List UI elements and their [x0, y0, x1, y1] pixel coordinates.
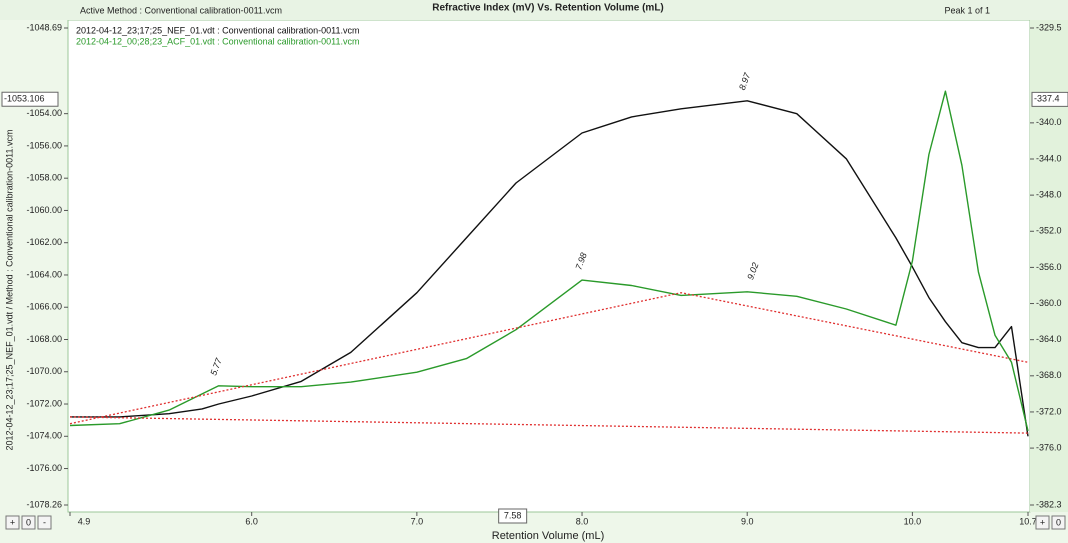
y-tick-label: -1058.00	[26, 173, 62, 183]
x-axis-label: Retention Volume (mL)	[492, 530, 605, 542]
cursor-x-box	[498, 508, 528, 524]
y-tick-label: -1062.00	[26, 237, 62, 247]
zoom-button[interactable]	[5, 515, 20, 530]
y-tick-label: -1078.26	[26, 499, 62, 509]
y2-tick-label: -340.0	[1036, 117, 1062, 127]
y-tick-label: -1068.00	[26, 334, 62, 344]
trace	[70, 100, 1029, 437]
cursor-y-box	[1, 91, 59, 107]
header-bar	[0, 0, 1068, 20]
zoom-button-label[interactable]: 0	[1056, 517, 1061, 527]
zoom-button-label[interactable]: +	[10, 517, 15, 527]
y-tick-label: -1070.00	[26, 366, 62, 376]
y2-tick-label: -356.0	[1036, 262, 1062, 272]
trace	[69, 90, 1029, 432]
y-tick-label: -1054.00	[26, 108, 62, 118]
y2-tick-label: -329.5	[1036, 22, 1062, 32]
x-tick-label: 6.0	[245, 516, 258, 526]
y2-tick-label: -352.0	[1036, 226, 1062, 236]
zoom-button-label[interactable]: +	[1040, 517, 1045, 527]
y2-tick-label: -344.0	[1036, 153, 1062, 163]
zoom-button[interactable]	[37, 515, 52, 530]
plot-area	[67, 19, 1031, 513]
x-tick-label: 8.0	[576, 516, 589, 526]
zoom-button[interactable]	[1035, 515, 1050, 530]
baseline	[69, 292, 1029, 425]
active-method: Active Method : Conventional calibration…	[80, 5, 282, 15]
y2-tick-label: -382.3	[1036, 499, 1062, 509]
legend-entry: 2012-04-12_00;28;23_ACF_01.vdt : Convent…	[76, 36, 360, 46]
y-tick-label: -1066.00	[26, 302, 62, 312]
y-tick-label: -1074.00	[26, 431, 62, 441]
zoom-button[interactable]	[1051, 515, 1066, 530]
y-tick-label: -1056.00	[26, 140, 62, 150]
cursor-y2-box	[1031, 91, 1068, 107]
y-tick-label: -1064.00	[26, 269, 62, 279]
y-axis-label: 2012-04-12_23;17;25_NEF_01.vdt / Method …	[4, 129, 14, 450]
y2-tick-label: -364.0	[1036, 334, 1062, 344]
chart-title: Refractive Index (mV) Vs. Retention Volu…	[432, 3, 664, 14]
zoom-button-label[interactable]: 0	[26, 517, 31, 527]
y-tick-label: -1060.00	[26, 205, 62, 215]
y2-tick-label: -360.0	[1036, 298, 1062, 308]
y2-tick-label: -372.0	[1036, 406, 1062, 416]
y-tick-label: -1072.00	[26, 398, 62, 408]
y-tick-label: -1048.69	[26, 22, 62, 32]
zoom-button[interactable]	[21, 515, 36, 530]
x-tick-label: 7.0	[411, 516, 424, 526]
y-tick-label: -1076.00	[26, 463, 62, 473]
y2-tick-label: -376.0	[1036, 442, 1062, 452]
x-tick-label: 9.0	[741, 516, 754, 526]
cursor-y: -1053.106	[4, 94, 45, 104]
zoom-button-label[interactable]: -	[43, 517, 46, 527]
peak-info: Peak 1 of 1	[944, 5, 990, 15]
x-tick-label: 10.0	[904, 516, 922, 526]
x-tick-label: 10.7	[1019, 516, 1037, 526]
x-tick-label: 4.9	[78, 516, 91, 526]
cursor-y2: -337.4	[1034, 94, 1060, 104]
cursor-x: 7.58	[504, 510, 522, 520]
y2-tick-label: -348.0	[1036, 190, 1062, 200]
y2-tick-label: -368.0	[1036, 370, 1062, 380]
legend-entry: 2012-04-12_23;17;25_NEF_01.vdt : Convent…	[76, 25, 360, 35]
